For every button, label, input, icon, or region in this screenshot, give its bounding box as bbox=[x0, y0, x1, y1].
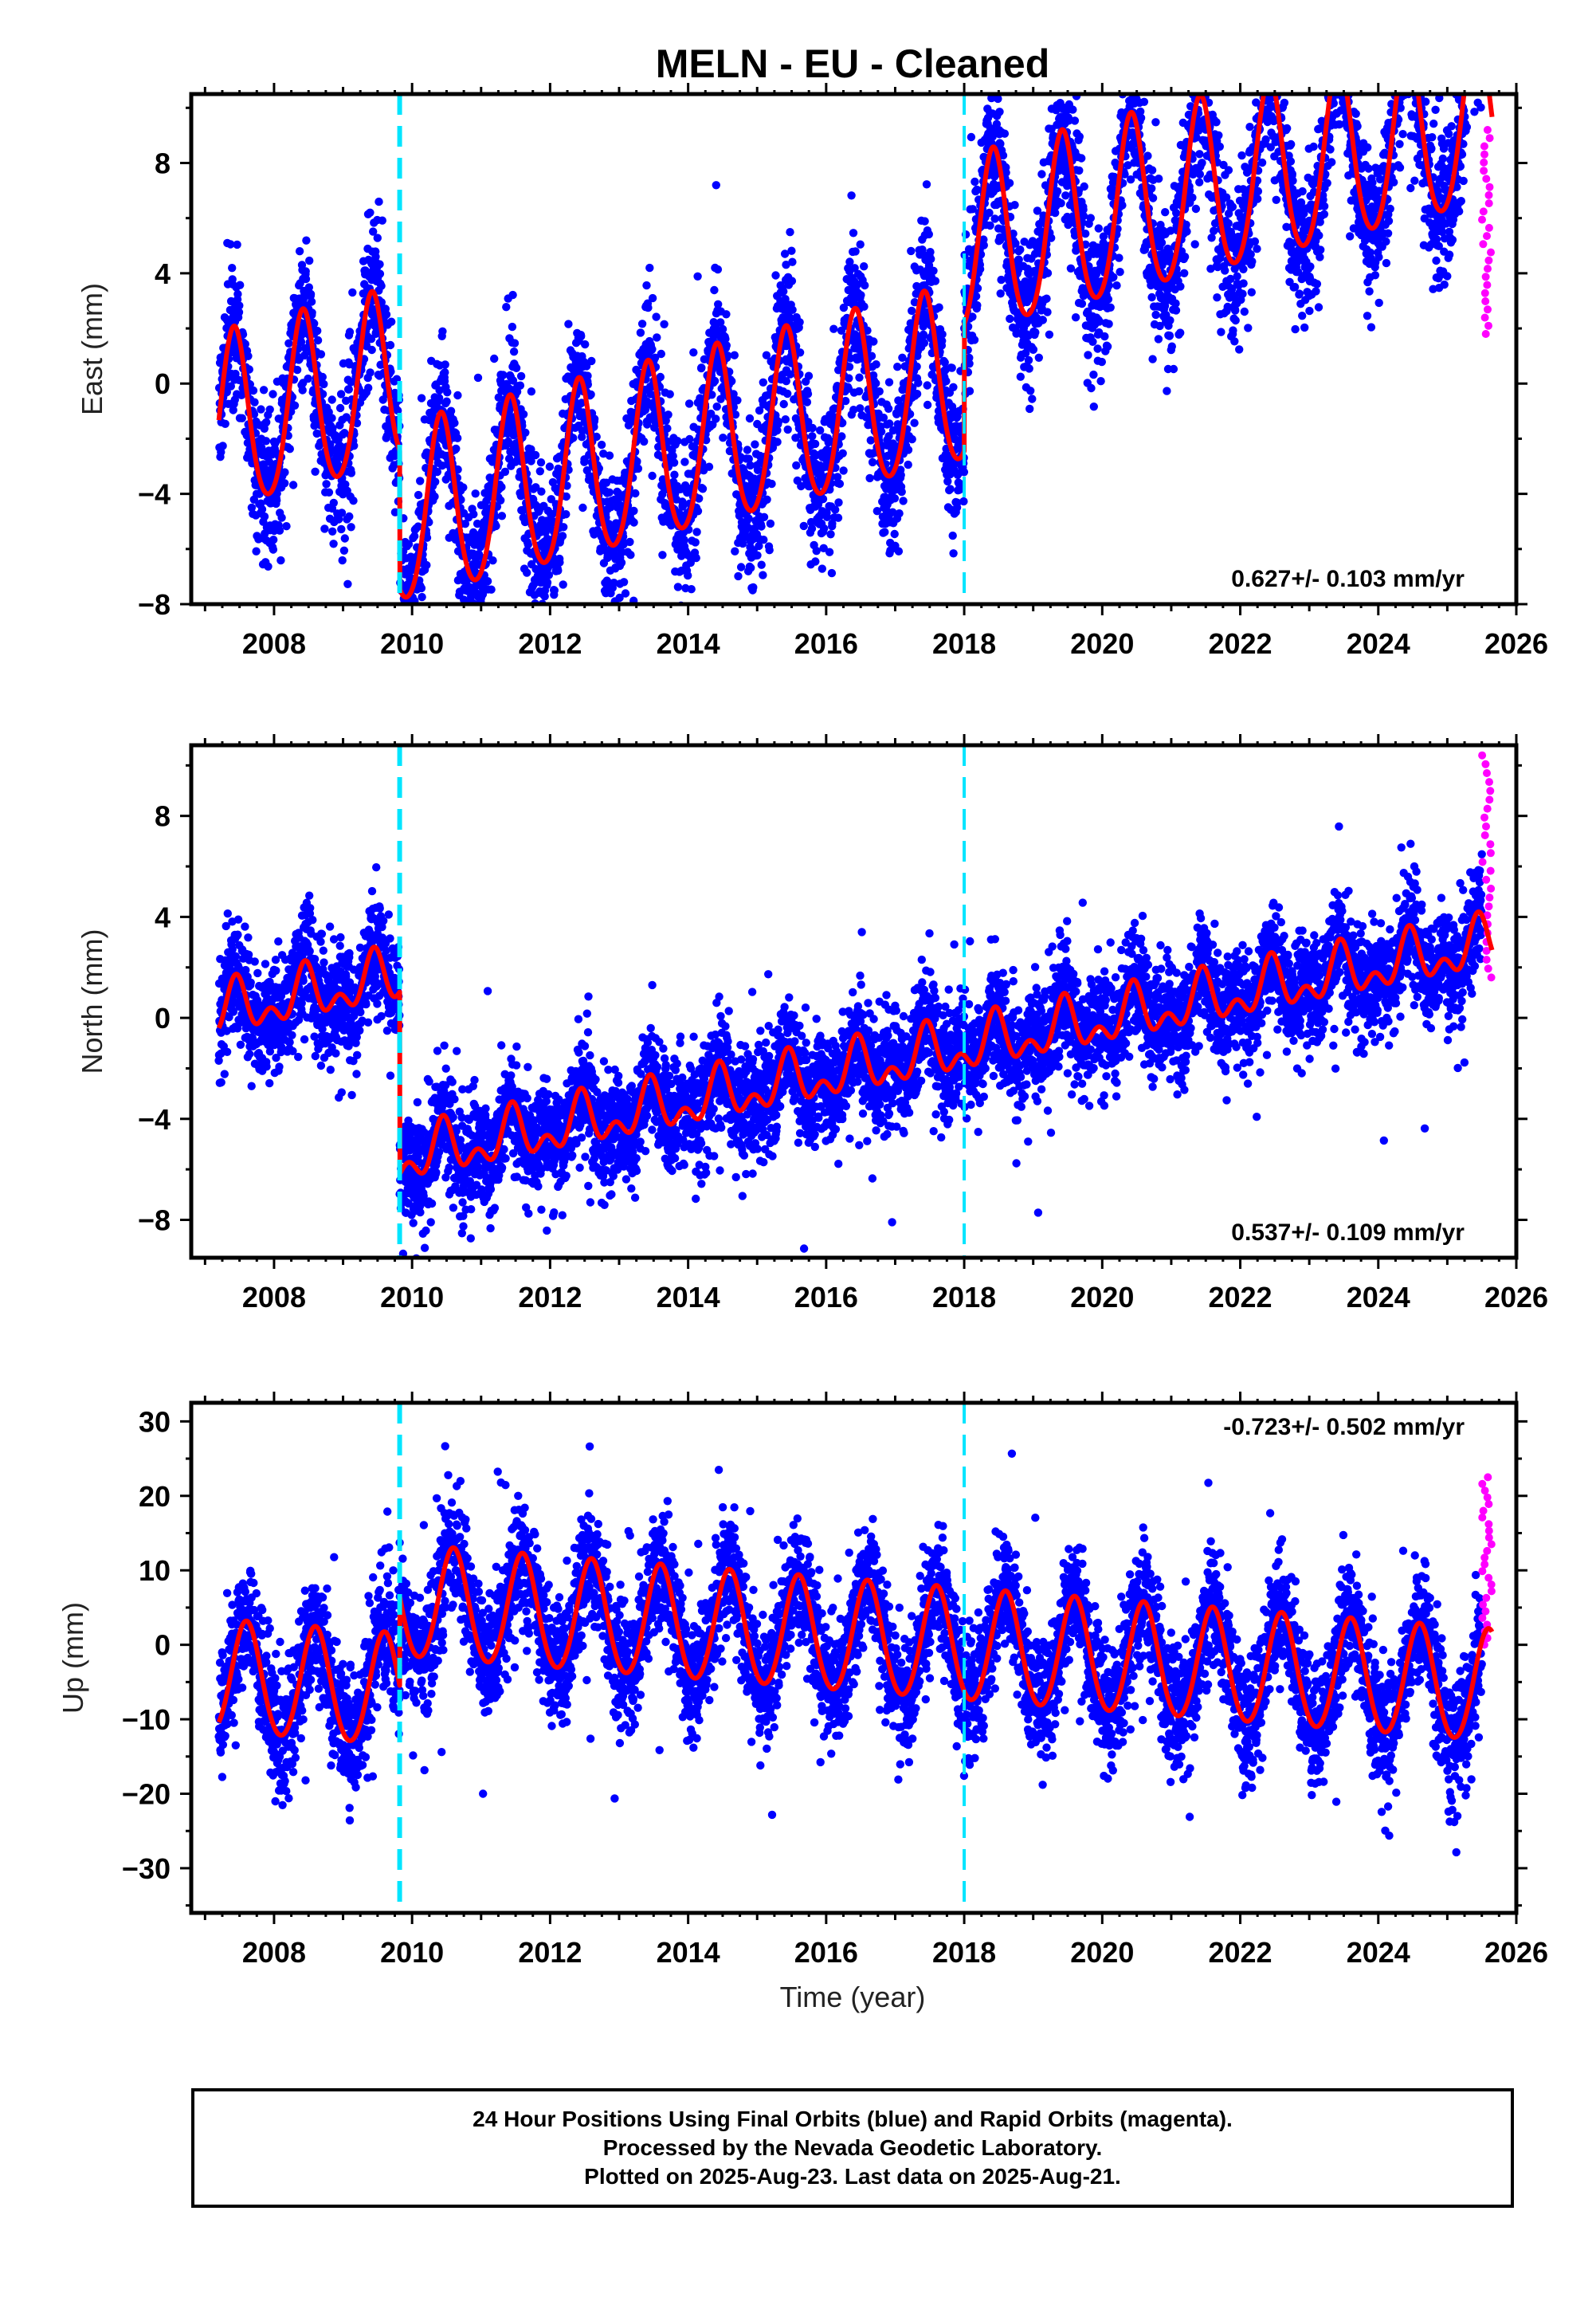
x-tick-label-north: 2018 bbox=[932, 1281, 996, 1314]
x-tick-label-up: 2012 bbox=[518, 1936, 582, 1969]
y-tick-label-up: 20 bbox=[139, 1480, 171, 1513]
model-curve-north bbox=[216, 909, 1495, 1176]
y-tick-label-north: 0 bbox=[155, 1002, 171, 1035]
x-tick-label-east: 2024 bbox=[1347, 627, 1410, 660]
x-tick-label-north: 2020 bbox=[1070, 1281, 1134, 1314]
panel-north: 2008 2010 2012 2014 2016 2018 2020 2022 2024 2026… bbox=[76, 734, 1548, 1314]
plot-area-east bbox=[214, 94, 1495, 604]
plot-frame-east bbox=[189, 92, 1519, 607]
x-tick-label-east: 2010 bbox=[380, 627, 444, 660]
x-axis-label: Time (year) bbox=[780, 1981, 926, 2013]
y-tick-label-up: −10 bbox=[122, 1703, 171, 1736]
y-tick-label-north: 4 bbox=[155, 901, 171, 933]
x-tick-label-east: 2008 bbox=[242, 627, 306, 660]
plot-area-north bbox=[214, 751, 1496, 1258]
x-tick-label-north: 2026 bbox=[1484, 1281, 1548, 1314]
x-tick-label-north: 2024 bbox=[1347, 1281, 1410, 1314]
final-orbit-points-east bbox=[214, 94, 1485, 604]
x-tick-label-east: 2012 bbox=[518, 627, 582, 660]
y-tick-label-east: 0 bbox=[155, 367, 171, 400]
x-tick-label-east: 2022 bbox=[1208, 627, 1272, 660]
y-tick-label-up: 0 bbox=[155, 1629, 171, 1662]
x-tick-label-east: 2016 bbox=[794, 627, 858, 660]
rapid-orbit-points-north bbox=[1478, 751, 1496, 982]
y-tick-label-up: 10 bbox=[139, 1554, 171, 1587]
x-tick-label-east: 2020 bbox=[1070, 627, 1134, 660]
x-tick-label-up: 2026 bbox=[1484, 1936, 1548, 1969]
x-tick-label-north: 2022 bbox=[1208, 1281, 1272, 1314]
y-axis-label-east: East (mm) bbox=[76, 283, 108, 415]
rate-label-north: 0.537+/- 0.109 mm/yr bbox=[1231, 1219, 1465, 1246]
x-tick-label-east: 2014 bbox=[657, 627, 720, 660]
footer-line-2: Processed by the Nevada Geodetic Laborat… bbox=[602, 2135, 1103, 2160]
y-axis-label-up: Up (mm) bbox=[57, 1602, 89, 1714]
y-tick-label-up: 30 bbox=[139, 1405, 171, 1438]
y-tick-label-up: −20 bbox=[122, 1778, 171, 1811]
rapid-orbit-points-east bbox=[1478, 126, 1495, 338]
y-tick-label-east: −4 bbox=[138, 478, 171, 511]
rapid-orbit-points-up bbox=[1478, 1473, 1496, 1649]
x-tick-label-up: 2016 bbox=[794, 1936, 858, 1969]
footer-box: 24 Hour Positions Using Final Orbits (bl… bbox=[191, 2088, 1514, 2208]
panel-east: 2008 2010 2012 2014 2016 2018 2020 2022 2024 2026… bbox=[76, 83, 1548, 660]
y-tick-label-north: 8 bbox=[155, 800, 171, 833]
y-tick-label-north: −8 bbox=[138, 1204, 171, 1236]
plot-area-up bbox=[214, 1442, 1496, 1857]
x-tick-label-north: 2014 bbox=[657, 1281, 720, 1314]
rate-label-up: -0.723+/- 0.502 mm/yr bbox=[1223, 1414, 1465, 1440]
panel-up: 2008 2010 2012 2014 2016 2018 2020 2022 2024 2026… bbox=[57, 1392, 1548, 1969]
panels: 2008 2010 2012 2014 2016 2018 2020 2022 2024 2026… bbox=[57, 83, 1548, 1969]
x-tick-label-east: 2018 bbox=[932, 627, 996, 660]
model-curve-east bbox=[216, 94, 1495, 600]
y-tick-label-east: 8 bbox=[155, 147, 171, 179]
x-tick-label-north: 2012 bbox=[518, 1281, 582, 1314]
x-tick-label-up: 2014 bbox=[657, 1936, 720, 1969]
x-tick-label-north: 2010 bbox=[380, 1281, 444, 1314]
x-tick-label-north: 2016 bbox=[794, 1281, 858, 1314]
y-tick-label-north: −4 bbox=[138, 1103, 171, 1136]
x-tick-label-up: 2010 bbox=[380, 1936, 444, 1969]
rate-label-east: 0.627+/- 0.103 mm/yr bbox=[1231, 566, 1465, 592]
x-tick-label-up: 2024 bbox=[1347, 1936, 1410, 1969]
model-curve-up bbox=[216, 1545, 1495, 1743]
footer-line-3: Plotted on 2025-Aug-23. Last data on 202… bbox=[584, 2164, 1121, 2189]
footer-line-1: 24 Hour Positions Using Final Orbits (bl… bbox=[473, 2107, 1233, 2131]
x-tick-label-north: 2008 bbox=[242, 1281, 306, 1314]
y-tick-label-east: 4 bbox=[155, 257, 171, 290]
x-tick-label-east: 2026 bbox=[1484, 627, 1548, 660]
y-axis-label-north: North (mm) bbox=[76, 929, 108, 1074]
y-tick-label-up: −30 bbox=[122, 1852, 171, 1885]
x-tick-label-up: 2008 bbox=[242, 1936, 306, 1969]
y-tick-label-east: −8 bbox=[138, 588, 171, 621]
x-tick-label-up: 2018 bbox=[932, 1936, 996, 1969]
x-tick-label-up: 2022 bbox=[1208, 1936, 1272, 1969]
figure-title: MELN - EU - Cleaned bbox=[656, 41, 1049, 86]
plot-frame-north bbox=[189, 743, 1519, 1260]
x-tick-label-up: 2020 bbox=[1070, 1936, 1134, 1969]
plot-frame-up bbox=[189, 1400, 1519, 1915]
